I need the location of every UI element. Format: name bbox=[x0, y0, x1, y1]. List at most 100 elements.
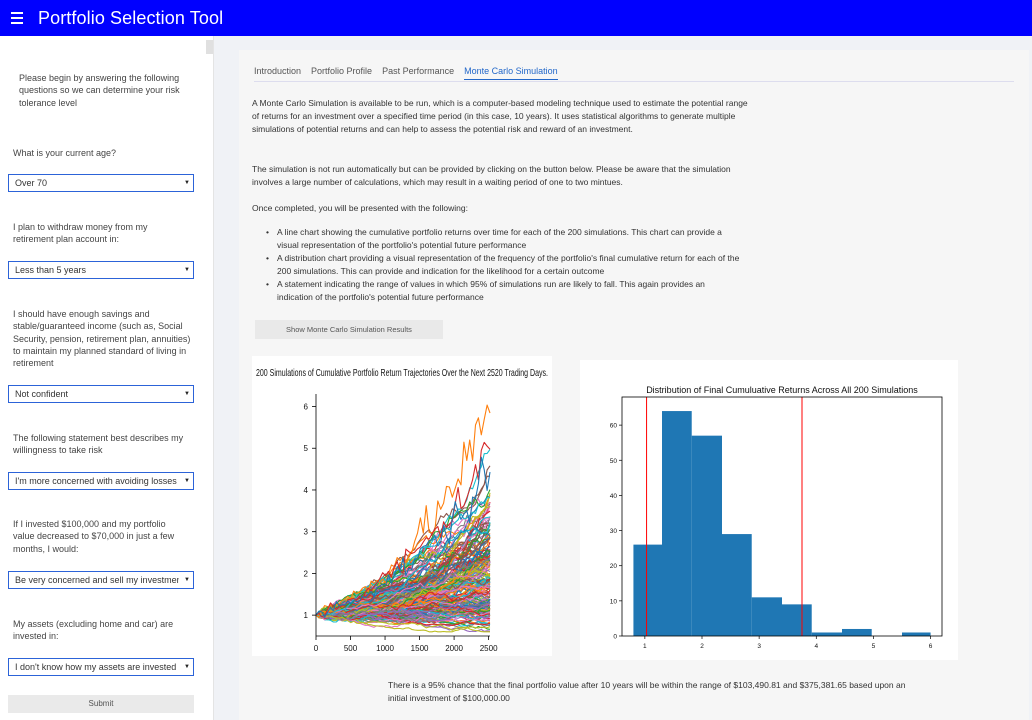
app-title: Portfolio Selection Tool bbox=[38, 7, 224, 28]
withdraw-select[interactable]: Less than 5 years ▼ bbox=[8, 261, 194, 279]
y-tick-label: 60 bbox=[610, 423, 618, 430]
assets-select[interactable]: I don't know how my assets are invested … bbox=[8, 658, 194, 676]
distribution-chart-svg: Distribution of Final Cumuluative Return… bbox=[610, 385, 943, 650]
y-tick-label: 50 bbox=[610, 458, 618, 465]
caret-down-icon: ▼ bbox=[181, 473, 193, 489]
caret-down-icon: ▼ bbox=[181, 386, 193, 402]
x-tick-label: 2000 bbox=[445, 644, 463, 653]
y-tick-label: 2 bbox=[304, 569, 309, 578]
list-item: A distribution chart providing a visual … bbox=[261, 252, 741, 278]
mc-run-note: The simulation is not run automatically … bbox=[252, 164, 731, 187]
y-tick-label: 1 bbox=[304, 611, 309, 620]
app-header: Portfolio Selection Tool bbox=[0, 0, 1032, 36]
tab-portfolio-profile[interactable]: Portfolio Profile bbox=[311, 66, 373, 76]
histogram-bar bbox=[662, 411, 692, 636]
question-savings-label: I should have enough savings and stable/… bbox=[13, 309, 191, 369]
x-tick-label: 2500 bbox=[480, 644, 498, 653]
y-tick-label: 30 bbox=[610, 528, 618, 535]
assets-select-value: I don't know how my assets are invested bbox=[15, 662, 177, 672]
y-tick-label: 10 bbox=[610, 598, 618, 605]
show-monte-carlo-button[interactable]: Show Monte Carlo Simulation Results bbox=[255, 320, 443, 339]
list-item: A line chart showing the cumulative port… bbox=[261, 226, 741, 252]
histogram-bar bbox=[782, 604, 812, 636]
plot-frame bbox=[621, 396, 943, 637]
risk-select-value: I'm more concerned with avoiding losses … bbox=[15, 476, 179, 486]
y-tick-label: 3 bbox=[304, 528, 309, 537]
trajectory-line bbox=[315, 537, 491, 616]
trajectories-chart-svg: 200 Simulations of Cumulative Portfolio … bbox=[256, 367, 548, 653]
histogram-bar bbox=[691, 435, 722, 636]
trajectory-line bbox=[315, 613, 490, 633]
main-content: Introduction Portfolio Profile Past Perf… bbox=[239, 50, 1029, 720]
histogram-bar bbox=[811, 632, 842, 636]
y-tick-label: 20 bbox=[610, 563, 618, 570]
tab-introduction[interactable]: Introduction bbox=[254, 66, 302, 76]
x-tick-label: 500 bbox=[344, 644, 358, 653]
savings-select-value: Not confident bbox=[15, 389, 69, 399]
histogram-bar bbox=[902, 632, 931, 636]
mc-description: A Monte Carlo Simulation is available to… bbox=[252, 98, 748, 134]
trajectory-line bbox=[315, 523, 491, 616]
sidebar-scrollbar[interactable] bbox=[206, 40, 213, 54]
chart-title: 200 Simulations of Cumulative Portfolio … bbox=[256, 367, 548, 379]
savings-select[interactable]: Not confident ▼ bbox=[8, 385, 194, 403]
tab-monte-carlo-simulation[interactable]: Monte Carlo Simulation bbox=[464, 66, 558, 80]
age-select[interactable]: Over 70 ▼ bbox=[8, 174, 194, 192]
list-item: A statement indicating the range of valu… bbox=[261, 278, 741, 304]
question-risk-label: The following statement best describes m… bbox=[13, 433, 184, 456]
y-tick-label: 5 bbox=[304, 444, 309, 453]
histogram-bar bbox=[633, 544, 662, 636]
loss-select-value: Be very concerned and sell my investmen bbox=[15, 575, 179, 585]
hamburger-menu-icon[interactable] bbox=[11, 12, 23, 24]
histogram-bar bbox=[842, 628, 872, 636]
trajectory-line bbox=[315, 558, 491, 619]
x-tick-label: 0 bbox=[314, 644, 319, 653]
risk-select[interactable]: I'm more concerned with avoiding losses … bbox=[8, 472, 194, 490]
confidence-statement: There is a 95% chance that the final por… bbox=[388, 680, 906, 703]
caret-down-icon: ▼ bbox=[181, 659, 193, 675]
x-tick-label: 3 bbox=[757, 643, 761, 650]
y-tick-label: 6 bbox=[304, 403, 309, 412]
y-tick-label: 4 bbox=[304, 486, 309, 495]
trajectories-chart: 200 Simulations of Cumulative Portfolio … bbox=[252, 356, 552, 656]
caret-down-icon: ▼ bbox=[181, 175, 193, 191]
x-tick-label: 1500 bbox=[411, 644, 429, 653]
trajectory-line bbox=[315, 561, 491, 618]
mc-results-intro: Once completed, you will be presented wi… bbox=[252, 203, 468, 213]
question-assets-label: My assets (excluding home and car) are i… bbox=[13, 619, 174, 642]
x-tick-label: 6 bbox=[929, 643, 933, 650]
sidebar: Please begin by answering the following … bbox=[0, 36, 214, 720]
age-select-value: Over 70 bbox=[15, 178, 48, 188]
y-tick-label: 0 bbox=[613, 634, 617, 641]
caret-down-icon: ▼ bbox=[181, 572, 193, 588]
trajectory-line bbox=[315, 456, 491, 618]
loss-select[interactable]: Be very concerned and sell my investmen … bbox=[8, 571, 194, 589]
x-tick-label: 2 bbox=[700, 643, 704, 650]
histogram-bar bbox=[722, 534, 752, 636]
y-tick-label: 40 bbox=[610, 493, 618, 500]
trajectory-line bbox=[315, 611, 491, 633]
x-tick-label: 5 bbox=[872, 643, 876, 650]
withdraw-select-value: Less than 5 years bbox=[15, 265, 87, 275]
submit-button[interactable]: Submit bbox=[8, 695, 194, 713]
histogram-bar bbox=[751, 597, 782, 636]
trajectory-line bbox=[315, 441, 491, 618]
x-tick-label: 1 bbox=[643, 643, 647, 650]
tab-past-performance[interactable]: Past Performance bbox=[382, 66, 455, 76]
tab-bar: Introduction Portfolio Profile Past Perf… bbox=[254, 66, 568, 80]
results-list: A line chart showing the cumulative port… bbox=[261, 226, 741, 304]
tab-divider bbox=[254, 81, 1014, 82]
trajectory-line bbox=[315, 570, 491, 616]
x-tick-label: 4 bbox=[814, 643, 818, 650]
distribution-chart: Distribution of Final Cumuluative Return… bbox=[580, 360, 958, 660]
trajectory-line bbox=[315, 497, 491, 617]
trajectory-line bbox=[315, 538, 491, 617]
x-tick-label: 1000 bbox=[376, 644, 394, 653]
sidebar-intro: Please begin by answering the following … bbox=[19, 73, 180, 108]
trajectory-line bbox=[315, 506, 491, 616]
question-age-label: What is your current age? bbox=[13, 148, 117, 158]
question-loss-label: If I invested $100,000 and my portfolio … bbox=[13, 519, 175, 554]
chart-title: Distribution of Final Cumuluative Return… bbox=[646, 385, 918, 395]
question-withdraw-label: I plan to withdraw money from my retirem… bbox=[13, 222, 148, 245]
caret-down-icon: ▼ bbox=[181, 262, 193, 278]
